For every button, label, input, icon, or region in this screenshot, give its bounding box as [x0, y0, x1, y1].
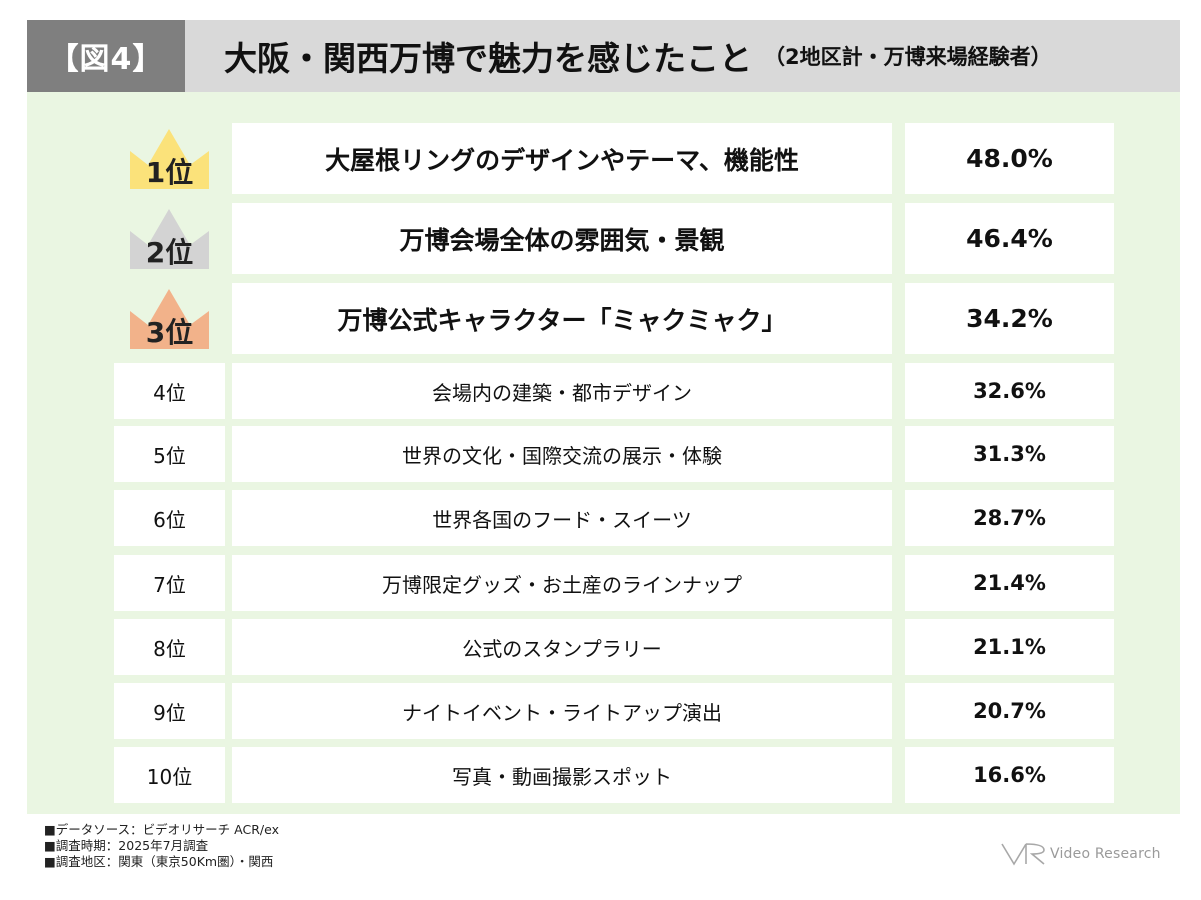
crown-shape: [130, 209, 209, 269]
item-percentage: 34.2%: [905, 283, 1114, 354]
item-percentage: 21.4%: [905, 555, 1114, 611]
rank-crown-cell: 2位: [114, 203, 225, 274]
item-label: 会場内の建築・都市デザイン: [232, 363, 892, 419]
rank-label: 4位: [114, 363, 225, 419]
table-row: 7位 万博限定グッズ・お土産のラインナップ 21.4%: [114, 555, 1114, 611]
item-percentage: 21.1%: [905, 619, 1114, 675]
table-row: 2位 万博会場全体の雰囲気・景観 46.4%: [114, 203, 1114, 274]
rank-label: 6位: [114, 490, 225, 546]
item-percentage: 31.3%: [905, 426, 1114, 482]
crown-icon: [130, 289, 209, 349]
table-row: 8位 公式のスタンプラリー 21.1%: [114, 619, 1114, 675]
item-percentage: 28.7%: [905, 490, 1114, 546]
item-label: 大屋根リングのデザインやテーマ、機能性: [232, 123, 892, 194]
page-title: 大阪・関西万博で魅力を感じたこと: [224, 39, 752, 78]
crown-icon: [130, 129, 209, 189]
item-label: 万博限定グッズ・お土産のラインナップ: [232, 555, 892, 611]
item-label: ナイトイベント・ライトアップ演出: [232, 683, 892, 739]
item-label: 万博公式キャラクター「ミャクミャク」: [232, 283, 892, 354]
table-row: 4位 会場内の建築・都市デザイン 32.6%: [114, 363, 1114, 419]
vr-logo-icon: [1001, 843, 1045, 866]
item-percentage: 16.6%: [905, 747, 1114, 803]
figure-label: 【図4】: [27, 20, 185, 92]
footer-line-area: ■調査地区：関東（東京50Km圏）・関西: [44, 854, 274, 869]
company-logo: Video Research: [1000, 840, 1161, 868]
item-percentage: 20.7%: [905, 683, 1114, 739]
footer-line-source: ■データソース：ビデオリサーチ ACR/ex: [44, 822, 279, 837]
page-subtitle: （2地区計・万博来場経験者）: [764, 45, 1052, 69]
rank-label: 10位: [114, 747, 225, 803]
rank-label: 1位: [145, 156, 194, 189]
rank-label: 3位: [145, 316, 194, 349]
crown-shape: [130, 289, 209, 349]
item-percentage: 32.6%: [905, 363, 1114, 419]
item-label: 世界各国のフード・スイーツ: [232, 490, 892, 546]
header-bar: 【図4】 大阪・関西万博で魅力を感じたこと （2地区計・万博来場経験者）: [27, 20, 1180, 92]
table-row: 1位 大屋根リングのデザインやテーマ、機能性 48.0%: [114, 123, 1114, 194]
item-label: 万博会場全体の雰囲気・景観: [232, 203, 892, 274]
item-percentage: 46.4%: [905, 203, 1114, 274]
footer-line-period: ■調査時期：2025年7月調査: [44, 838, 209, 853]
table-row: 6位 世界各国のフード・スイーツ 28.7%: [114, 490, 1114, 546]
rank-crown-cell: 3位: [114, 283, 225, 354]
table-row: 5位 世界の文化・国際交流の展示・体験 31.3%: [114, 426, 1114, 482]
item-label: 公式のスタンプラリー: [232, 619, 892, 675]
crown-icon: [130, 209, 209, 269]
rank-label: 2位: [145, 236, 194, 269]
rank-label: 7位: [114, 555, 225, 611]
item-label: 写真・動画撮影スポット: [232, 747, 892, 803]
item-percentage: 48.0%: [905, 123, 1114, 194]
footer-notes: ■データソース：ビデオリサーチ ACR/ex ■調査時期：2025年7月調査 ■…: [44, 822, 279, 870]
rank-label: 5位: [114, 426, 225, 482]
rank-crown-cell: 1位: [114, 123, 225, 194]
rank-label: 8位: [114, 619, 225, 675]
title-group: 大阪・関西万博で魅力を感じたこと （2地区計・万博来場経験者）: [224, 20, 1052, 92]
item-label: 世界の文化・国際交流の展示・体験: [232, 426, 892, 482]
crown-shape: [130, 129, 209, 189]
logo-text: Video Research: [1050, 846, 1161, 862]
table-row: 10位 写真・動画撮影スポット 16.6%: [114, 747, 1114, 803]
rank-label: 9位: [114, 683, 225, 739]
table-row: 9位 ナイトイベント・ライトアップ演出 20.7%: [114, 683, 1114, 739]
table-row: 3位 万博公式キャラクター「ミャクミャク」 34.2%: [114, 283, 1114, 354]
